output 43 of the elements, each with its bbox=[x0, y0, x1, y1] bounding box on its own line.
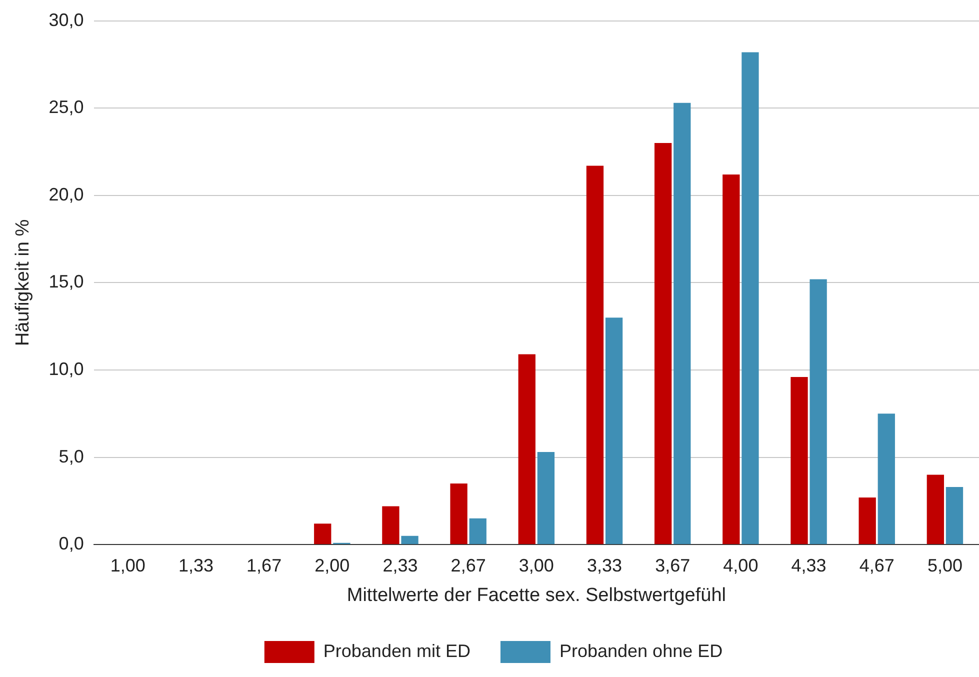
x-tick-label: 2,33 bbox=[382, 555, 418, 576]
bar bbox=[810, 279, 827, 544]
bar bbox=[722, 174, 740, 544]
bar bbox=[654, 143, 672, 544]
x-tick-label: 2,67 bbox=[450, 555, 486, 576]
legend-label: Probanden mit ED bbox=[323, 640, 470, 661]
bar bbox=[469, 518, 486, 544]
bar bbox=[605, 318, 623, 544]
bar bbox=[674, 102, 691, 544]
x-tick-label: 4,67 bbox=[859, 555, 894, 576]
x-tick-label: 3,67 bbox=[655, 555, 690, 576]
x-tick-label: 2,00 bbox=[314, 555, 350, 576]
x-axis-title: Mittelwerte der Facette sex. Selbstwertgefühl bbox=[346, 584, 726, 606]
y-tick-label: 5,0 bbox=[58, 446, 84, 466]
y-tick-label: 10,0 bbox=[48, 358, 84, 379]
x-tick-label: 4,33 bbox=[791, 555, 826, 576]
x-tick-label: 3,00 bbox=[518, 555, 554, 576]
x-tick-label: 1,00 bbox=[110, 555, 146, 576]
bar bbox=[790, 376, 808, 544]
bar bbox=[586, 166, 604, 544]
y-tick-label: 0,0 bbox=[58, 534, 84, 554]
bar bbox=[926, 474, 944, 544]
bar bbox=[518, 354, 536, 544]
y-tick-label: 20,0 bbox=[48, 184, 84, 204]
bar bbox=[314, 524, 332, 544]
legend-label: Probanden ohne ED bbox=[559, 640, 723, 661]
bar bbox=[946, 486, 964, 544]
bar bbox=[878, 414, 895, 544]
bar bbox=[450, 483, 468, 544]
bar bbox=[742, 52, 759, 544]
x-tick-label: 1,67 bbox=[246, 555, 282, 576]
y-tick-label: 25,0 bbox=[48, 97, 84, 118]
y-tick-label: 15,0 bbox=[48, 272, 84, 292]
x-tick-label: 1,33 bbox=[178, 555, 214, 576]
x-tick-label: 5,00 bbox=[927, 555, 962, 576]
bar bbox=[537, 452, 555, 544]
bar bbox=[401, 536, 418, 544]
y-axis-title: Häufigkeit in % bbox=[12, 219, 34, 346]
x-tick-label: 4,00 bbox=[723, 555, 758, 576]
bar bbox=[858, 497, 876, 544]
y-tick-label: 30,0 bbox=[48, 10, 84, 30]
x-tick-label: 3,33 bbox=[586, 555, 622, 576]
bar bbox=[382, 506, 400, 544]
